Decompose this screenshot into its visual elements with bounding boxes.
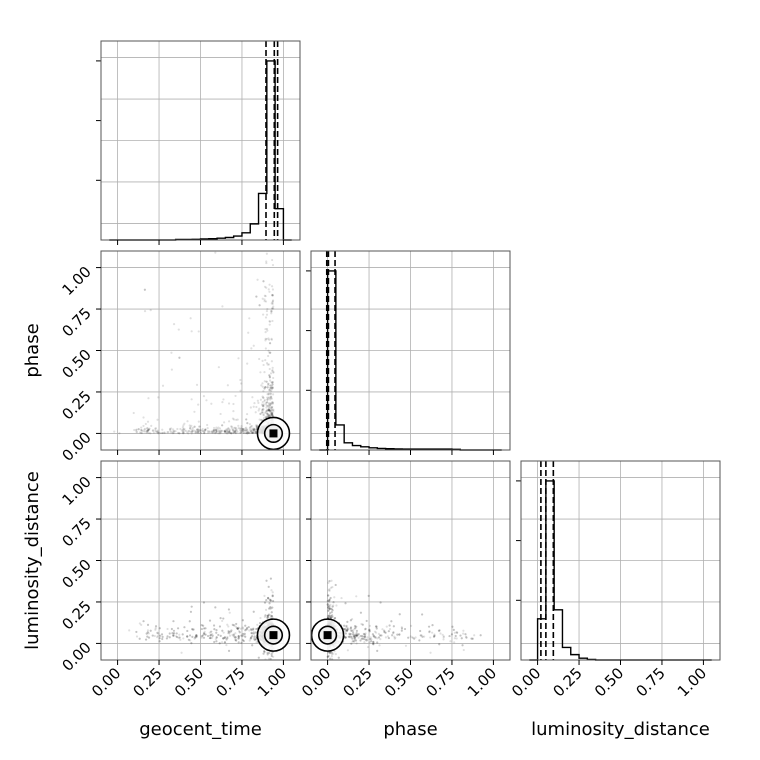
ytick-label-phase-1: 0.25: [58, 387, 94, 423]
hist-phase-bar-2: [336, 425, 344, 450]
ytick-label-luminosity_distance-1: 0.25: [58, 597, 94, 633]
hist-luminosity_distance-bar-3: [554, 610, 562, 660]
xtick-label-geocent_time-3: 0.75: [212, 664, 248, 700]
xtick-label-luminosity_distance-1: 0.25: [550, 664, 586, 700]
xtick-label-phase-1: 0.25: [340, 664, 376, 700]
ytick-label-luminosity_distance-0: 0.00: [58, 639, 94, 675]
xtick-label-luminosity_distance-0: 0.00: [508, 664, 544, 700]
xtick-label-phase-2: 0.50: [381, 664, 417, 700]
xtick-label-geocent_time-1: 0.25: [130, 664, 166, 700]
ylabel-luminosity_distance: luminosity_distance: [22, 471, 43, 650]
xtick-label-luminosity_distance-2: 0.50: [591, 664, 627, 700]
joint-geocent_time-phase-peak: [269, 429, 278, 438]
hist-geocent_time-bar-16: [242, 233, 250, 240]
ytick-label-luminosity_distance-2: 0.50: [58, 556, 94, 592]
ytick-label-phase-4: 1.00: [58, 263, 94, 299]
xtick-label-geocent_time-2: 0.50: [171, 664, 207, 700]
xtick-label-phase-3: 0.75: [422, 664, 458, 700]
ytick-label-luminosity_distance-3: 0.75: [58, 514, 94, 550]
joint-geocent_time-luminosity_distance-peak: [269, 631, 278, 640]
xtick-label-geocent_time-0: 0.00: [88, 664, 124, 700]
xlabel-geocent_time: geocent_time: [139, 719, 262, 740]
joint-geocent_time-luminosity_distance-samples: [128, 577, 275, 660]
xtick-label-luminosity_distance-3: 0.75: [632, 664, 668, 700]
hist-luminosity_distance-bar-5: [571, 655, 579, 660]
hist-geocent_time-bar-20: [275, 209, 283, 240]
joint-geocent_time-phase-samples: [113, 251, 275, 435]
ytick-label-phase-2: 0.50: [58, 346, 94, 382]
hist-luminosity_distance-bar-4: [562, 647, 570, 660]
hist-phase-bar-3: [344, 443, 352, 450]
xtick-label-phase-0: 0.00: [298, 664, 334, 700]
ytick-label-luminosity_distance-4: 1.00: [58, 473, 94, 509]
joint-phase-luminosity_distance-samples: [326, 579, 482, 660]
xtick-label-phase-4: 1.00: [464, 664, 500, 700]
ylabel-phase: phase: [22, 323, 43, 377]
ytick-label-phase-0: 0.00: [58, 429, 94, 465]
xtick-label-geocent_time-4: 1.00: [254, 664, 290, 700]
hist-luminosity_distance-bar-1: [538, 619, 546, 660]
hist-geocent_time-bar-17: [250, 224, 258, 240]
joint-phase-luminosity_distance-peak: [323, 631, 332, 640]
xlabel-luminosity_distance: luminosity_distance: [531, 719, 710, 740]
xtick-label-luminosity_distance-4: 1.00: [674, 664, 710, 700]
xlabel-phase: phase: [383, 719, 437, 740]
ytick-label-phase-3: 0.75: [58, 304, 94, 340]
